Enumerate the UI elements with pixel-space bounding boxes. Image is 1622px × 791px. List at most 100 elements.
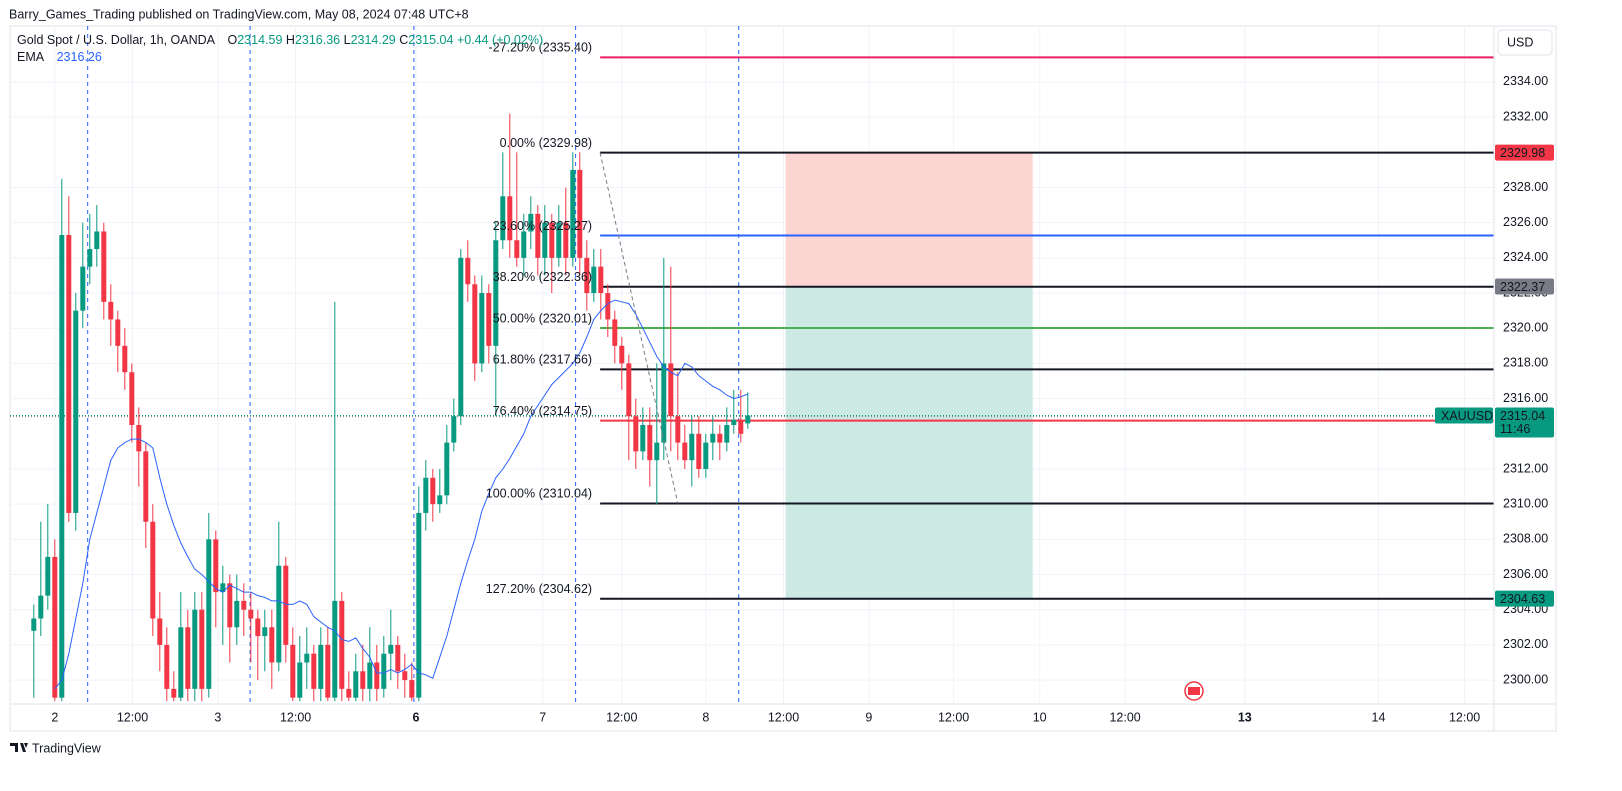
candle-body <box>416 512 422 698</box>
candle-body <box>101 231 107 302</box>
candle-body <box>73 310 79 513</box>
candle-body <box>185 627 191 689</box>
candle-body <box>444 442 450 496</box>
candle-body <box>696 433 702 469</box>
candle-body <box>143 451 149 522</box>
y-tick-label: 2334.00 <box>1503 74 1548 88</box>
fib-label: 0.00% (2329.98) <box>500 136 592 150</box>
candle-body <box>283 565 289 645</box>
candle-body <box>164 644 170 689</box>
candle-body <box>38 595 44 619</box>
y-tick-label: 2310.00 <box>1503 496 1548 510</box>
candle-body <box>381 653 387 689</box>
candle-body <box>521 231 527 258</box>
y-tick-label: 2320.00 <box>1503 321 1548 335</box>
event-icon-flag <box>1188 687 1200 695</box>
candle-body <box>220 583 226 593</box>
stop-zone <box>785 152 1033 287</box>
candle-body <box>178 627 184 698</box>
candle-body <box>507 196 513 241</box>
symbol-badge-label: XAUUSD <box>1441 409 1493 423</box>
candle-body <box>542 222 548 258</box>
candle-body <box>472 284 478 364</box>
legend-key: H <box>286 33 295 47</box>
legend-key: C <box>399 33 408 47</box>
y-tick-label: 2318.00 <box>1503 356 1548 370</box>
candle-body <box>479 293 485 364</box>
candle-body <box>199 609 205 689</box>
candle-body <box>668 363 674 417</box>
y-tick-label: 2324.00 <box>1503 250 1548 264</box>
footer-text: TradingView <box>32 741 102 755</box>
legend-change: +0.44 (+0.02%) <box>457 33 543 47</box>
candle-body <box>423 477 429 513</box>
candle-body <box>563 222 569 258</box>
candle-body <box>129 372 135 425</box>
legend-value: 2316.36 <box>295 33 340 47</box>
candle-body <box>682 442 688 461</box>
x-tick-label: 12:00 <box>280 710 311 724</box>
y-tick-label: 2326.00 <box>1503 215 1548 229</box>
candle-body <box>150 521 156 619</box>
target-zone <box>785 286 1033 599</box>
indicator-value: 2316.26 <box>57 50 102 64</box>
candle-body <box>437 495 443 505</box>
candle-body <box>227 583 233 628</box>
y-tick-label: 2308.00 <box>1503 532 1548 546</box>
candle-body <box>339 600 345 689</box>
candle-body <box>115 319 121 346</box>
candle-body <box>192 609 198 689</box>
header-text: Barry_Games_Trading published on Trading… <box>9 7 469 21</box>
candle-body <box>136 424 142 452</box>
x-tick-label: 3 <box>214 710 221 724</box>
candle-body <box>59 234 65 698</box>
legend-value: 2314.59 <box>237 33 282 47</box>
candle-body <box>206 539 212 689</box>
indicator-legend: EMA 2316.26 <box>17 50 102 64</box>
x-tick-label: 13 <box>1238 710 1252 724</box>
candle-body <box>31 618 37 631</box>
price-badge <box>1495 278 1554 295</box>
x-tick-label: 12:00 <box>1449 710 1480 724</box>
candle-body <box>395 644 401 672</box>
candle-body <box>157 618 163 645</box>
legend-key: O <box>228 33 238 47</box>
ema-line <box>54 299 748 690</box>
candle-body <box>556 222 562 258</box>
candle-body <box>577 169 583 258</box>
y-tick-label: 2312.00 <box>1503 461 1548 475</box>
fib-label: 38.20% (2322.36) <box>493 270 592 284</box>
fib-label: 50.00% (2320.01) <box>493 311 592 325</box>
candle-body <box>318 644 324 689</box>
candle-body <box>402 671 408 681</box>
candle-body <box>640 424 646 452</box>
x-tick-label: 10 <box>1033 710 1047 724</box>
last-price-label: 2315.04 <box>1500 409 1545 423</box>
x-tick-label: 9 <box>865 710 872 724</box>
x-tick-label: 8 <box>702 710 709 724</box>
candle-body <box>353 671 359 698</box>
currency-label: USD <box>1507 35 1533 49</box>
candle-body <box>647 424 653 461</box>
candle-body <box>654 442 660 461</box>
legend-value: 2315.04 <box>408 33 453 47</box>
candle-body <box>612 319 618 346</box>
currency-button[interactable] <box>1497 29 1553 56</box>
candle-body <box>66 234 72 513</box>
candle-body <box>108 301 114 320</box>
legend: Gold Spot / U.S. Dollar, 1h, OANDA O2314… <box>17 33 543 47</box>
candle-body <box>269 627 275 663</box>
fib-label: 100.00% (2310.04) <box>486 487 592 501</box>
candle-body <box>388 644 394 654</box>
candle-body <box>45 556 51 596</box>
x-tick-label: 2 <box>51 710 58 724</box>
candle-body <box>465 257 471 285</box>
price-badge-label: 2304.63 <box>1500 592 1545 606</box>
fib-label: 23.60% (2325.27) <box>493 219 592 233</box>
candle-body <box>248 609 254 619</box>
candle-body <box>241 600 247 610</box>
candle-body <box>171 688 177 698</box>
price-badge-label: 2329.98 <box>1500 146 1545 160</box>
candle-body <box>633 416 639 452</box>
